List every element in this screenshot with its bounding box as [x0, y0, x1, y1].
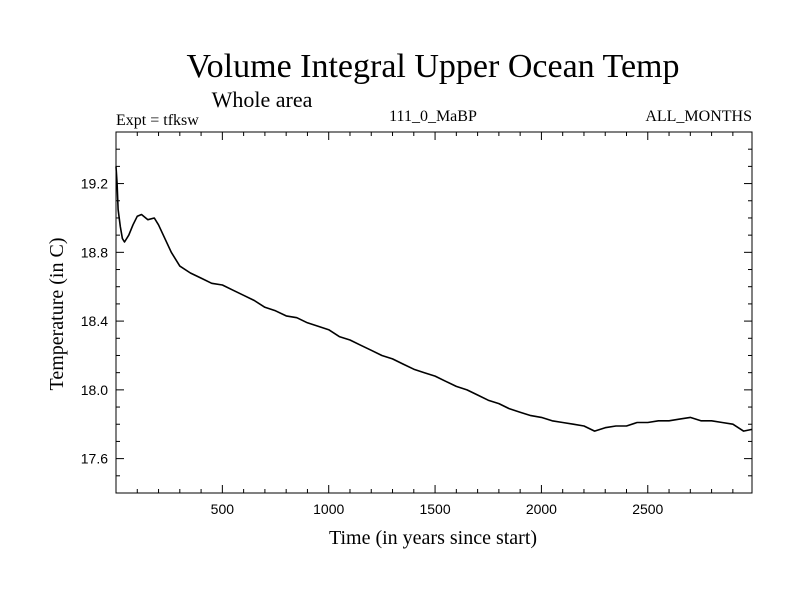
x-axis-label: Time (in years since start) [329, 527, 537, 549]
plot-frame [115, 131, 753, 494]
experiment-label: Expt = tfksw [116, 112, 199, 129]
x-tick-label: 1000 [313, 501, 344, 517]
y-tick-label: 18.8 [81, 244, 108, 260]
x-tick-label: 500 [211, 501, 235, 517]
ticks-group [116, 131, 752, 494]
y-tick-label: 18.4 [81, 313, 108, 329]
series-line [115, 166, 753, 432]
y-tick-label: 19.2 [81, 176, 108, 192]
y-tick-label: 18.0 [81, 382, 108, 398]
chart-title: Volume Integral Upper Ocean Temp [187, 48, 680, 85]
y-axis-label: Temperature (in C) [46, 238, 68, 391]
y-tick-label: 17.6 [81, 451, 108, 467]
tick-labels-group: 500 1000 1500 2000 2500 17.6 18.0 18.4 18.8 19.2 [81, 176, 664, 517]
months-label: ALL_MONTHS [645, 108, 752, 125]
series-group [115, 166, 753, 432]
x-tick-label: 1500 [419, 501, 450, 517]
x-tick-label: 2000 [526, 501, 557, 517]
chart-subtitle: Whole area [212, 87, 313, 112]
run-label: 111_0_MaBP [389, 108, 477, 125]
axes-group [115, 131, 753, 494]
x-tick-label: 2500 [632, 501, 663, 517]
